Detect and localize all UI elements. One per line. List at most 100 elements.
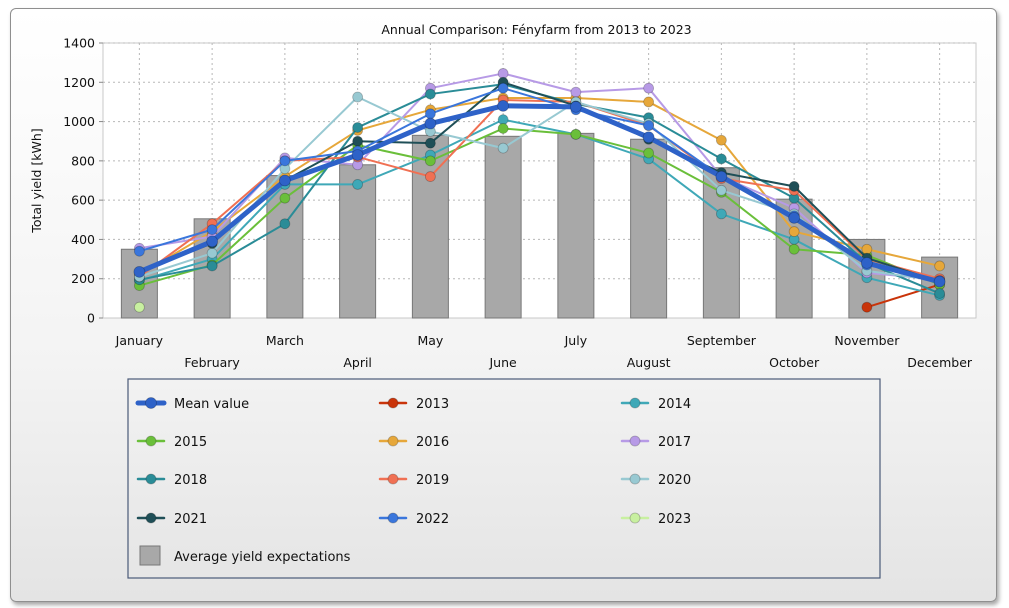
legend-entry-2023: 2023: [620, 512, 691, 527]
bar-june: [484, 135, 522, 319]
legend-entry-2020: 2020: [620, 473, 691, 488]
legend-marker: [629, 473, 641, 485]
legend-entry-2021: 2021: [136, 512, 207, 527]
legend-marker: [387, 473, 399, 485]
legend-marker: [387, 512, 399, 524]
data-point-2022: [643, 120, 655, 131]
y-tick-label: 800: [71, 153, 95, 168]
data-point-2016: [715, 134, 727, 146]
legend-marker: [629, 397, 641, 409]
x-tick-label: May: [417, 333, 443, 348]
bar-july: [557, 132, 595, 319]
data-point-2020: [497, 142, 509, 154]
series-line-mean-value: [136, 103, 943, 285]
legend-marker: [145, 512, 157, 524]
data-point-2020: [352, 91, 364, 103]
legend-label: 2015: [174, 435, 207, 450]
data-point-2020: [715, 184, 727, 196]
data-point-2023: [133, 301, 145, 313]
data-point-2022: [206, 224, 218, 236]
legend-entry-2019: 2019: [378, 473, 449, 488]
data-point-2018: [352, 122, 364, 133]
data-point-2016: [643, 96, 655, 108]
data-point-2022: [133, 245, 145, 257]
chart-title: Annual Comparison: Fényfarm from 2013 to…: [381, 22, 691, 37]
data-point-2017: [570, 86, 582, 98]
y-tick-label: 200: [71, 271, 95, 286]
legend-marker: [629, 435, 641, 447]
data-point-2019: [424, 171, 436, 182]
data-point-2021: [424, 137, 436, 149]
data-point-2015: [570, 128, 582, 140]
legend-marker: [387, 397, 399, 409]
data-point-mean-value: [278, 174, 291, 187]
data-point-2018: [424, 88, 436, 100]
x-tick-label: September: [687, 333, 757, 348]
data-point-2015: [279, 192, 291, 204]
legend-label: Average yield expectations: [174, 550, 351, 565]
data-point-2015: [424, 155, 436, 167]
legend-box: [127, 378, 881, 579]
data-point-2022: [279, 155, 291, 167]
legend-label: 2014: [658, 397, 691, 412]
data-point-2015: [788, 243, 800, 255]
data-point-mean-value: [351, 149, 364, 161]
x-tick-label: December: [907, 355, 973, 370]
data-point-2018: [934, 288, 946, 299]
legend-entry-2018: 2018: [136, 473, 207, 488]
data-point-2015: [643, 147, 655, 159]
legend-label: 2020: [658, 473, 691, 488]
legend-entry-average-yield-expectations: Average yield expectations: [139, 545, 351, 566]
legend-swatch: [139, 545, 161, 566]
y-tick-label: 400: [71, 232, 95, 247]
x-tick-label: April: [343, 355, 372, 370]
legend-marker: [145, 473, 157, 485]
data-point-2017: [643, 82, 655, 94]
x-tick-label: July: [564, 333, 588, 348]
legend-label: 2023: [658, 512, 691, 527]
y-axis-label: Total yield [kWh]: [29, 128, 44, 233]
legend-label: 2016: [416, 435, 449, 450]
legend-marker: [629, 512, 641, 524]
data-point-2014: [352, 179, 364, 190]
legend-marker: [145, 435, 157, 447]
legend-label: 2013: [416, 397, 449, 412]
data-point-mean-value: [497, 99, 510, 112]
data-point-mean-value: [933, 275, 946, 288]
y-tick-label: 1400: [63, 36, 95, 51]
data-point-2014: [715, 208, 727, 220]
data-point-2016: [788, 226, 800, 237]
legend-label: 2022: [416, 512, 449, 527]
x-tick-label: November: [834, 333, 900, 348]
data-point-mean-value: [788, 211, 801, 224]
x-tick-label: June: [489, 355, 518, 370]
data-point-2018: [715, 153, 727, 165]
legend-label: 2017: [658, 435, 691, 450]
series-2023: [133, 301, 145, 313]
x-tick-label: August: [627, 355, 671, 370]
legend-entry-2014: 2014: [620, 397, 691, 412]
data-point-2021: [352, 135, 364, 147]
bar-august: [630, 138, 668, 319]
plot-area: [102, 42, 977, 319]
data-point-2018: [206, 260, 218, 272]
series-line-2015: [138, 127, 941, 287]
data-point-2016: [934, 260, 946, 272]
legend-entry-2013: 2013: [378, 397, 449, 412]
legend-label: Mean value: [174, 397, 249, 412]
data-point-2013: [861, 301, 873, 313]
x-tick-label: October: [769, 355, 820, 370]
data-point-2015: [497, 123, 509, 134]
data-point-mean-value: [860, 257, 873, 269]
legend-marker: [387, 435, 399, 447]
data-point-2021: [788, 180, 800, 192]
legend-entry-mean-value: Mean value: [135, 397, 249, 412]
y-tick-label: 1200: [63, 75, 95, 90]
x-tick-label: March: [266, 333, 304, 348]
data-point-mean-value: [569, 100, 582, 113]
legend-label: 2019: [416, 473, 449, 488]
data-point-mean-value: [715, 170, 728, 183]
data-point-mean-value: [424, 117, 437, 130]
series-mean-value: [133, 99, 946, 288]
